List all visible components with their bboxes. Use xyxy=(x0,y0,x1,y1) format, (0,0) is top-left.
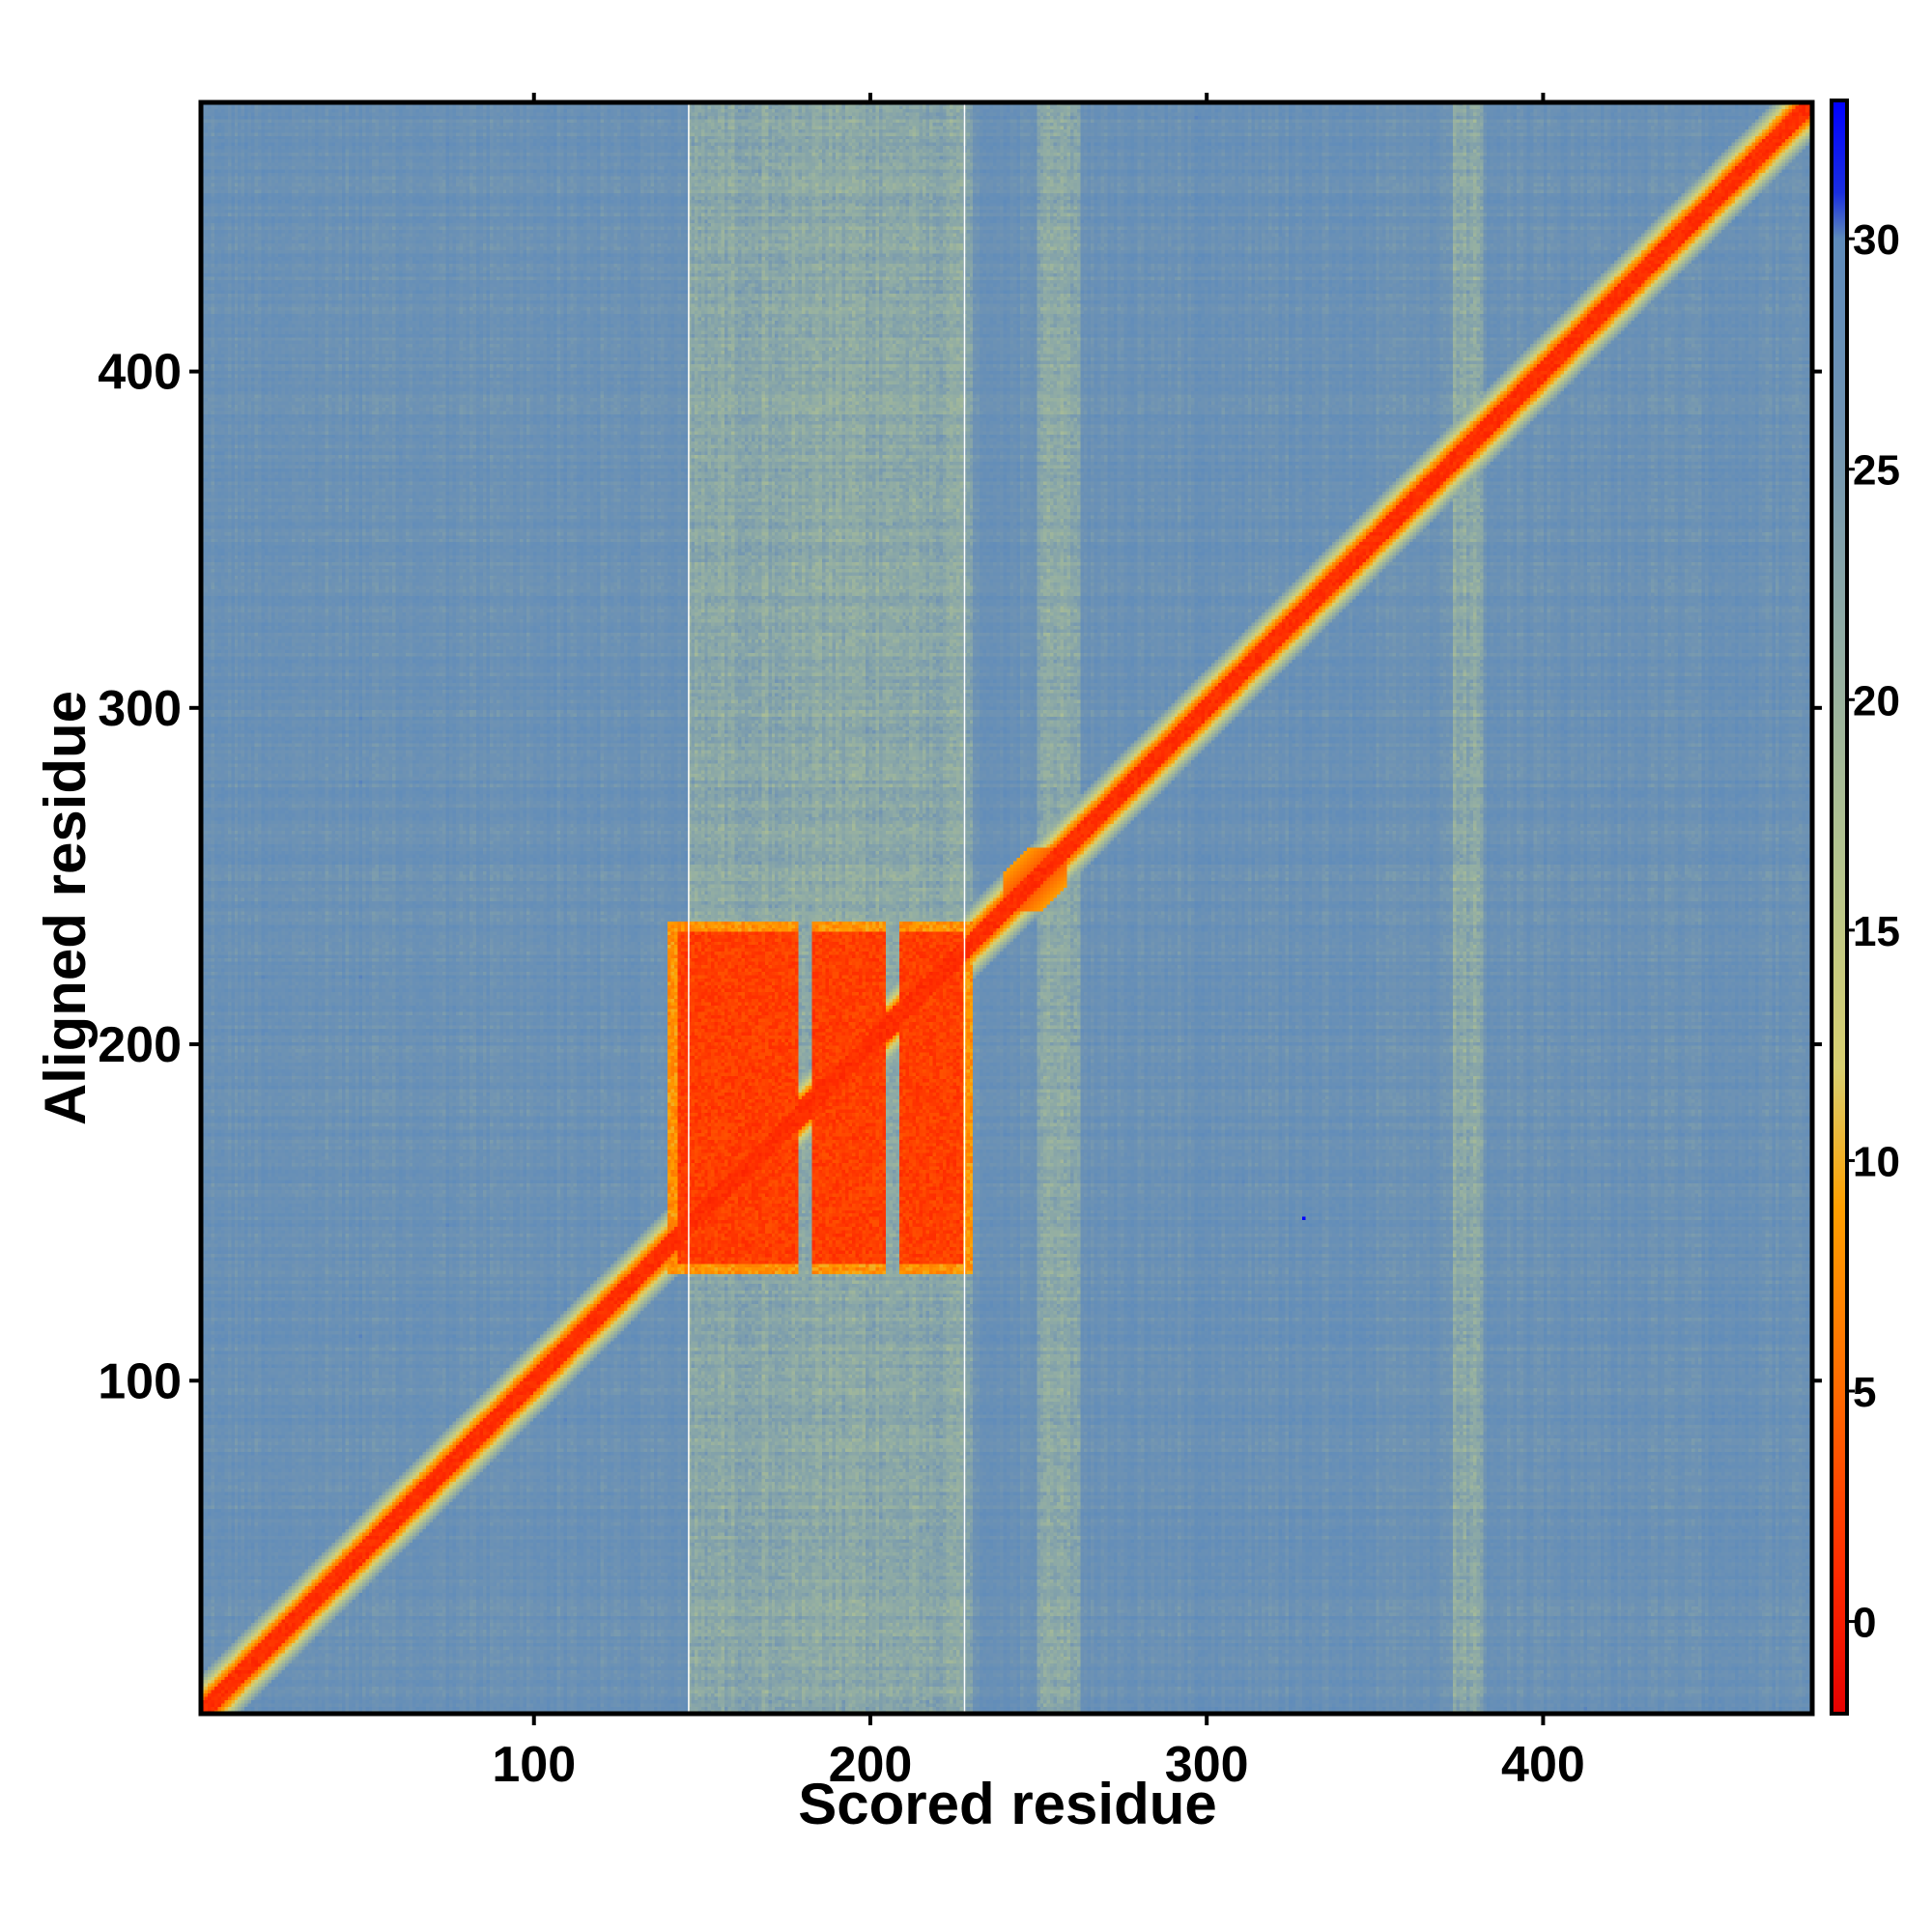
colorbar-tick-label: 30 xyxy=(1853,216,1900,264)
y-tick-label: 200 xyxy=(98,1017,182,1073)
x-tick-label: 400 xyxy=(1501,1737,1585,1793)
y-tick-label: 400 xyxy=(98,345,182,401)
x-tick-label: 300 xyxy=(1165,1737,1249,1793)
y-tick-label: 300 xyxy=(98,681,182,737)
x-tick-label: 200 xyxy=(829,1737,913,1793)
heatmap-cells xyxy=(201,102,1812,1714)
axes: 100 200 300 400 100 200 300 400 xyxy=(98,93,1822,1793)
heatmap-plot-area xyxy=(201,102,1812,1714)
colorbar-tick-label: 15 xyxy=(1853,908,1900,955)
y-axis-title: Aligned residue xyxy=(33,691,98,1125)
x-axis-title: Scored residue xyxy=(798,1772,1217,1836)
colorbar: 0 5 10 15 20 25 30 xyxy=(1830,99,1900,1716)
colorbar-tick-label: 20 xyxy=(1853,677,1900,724)
colorbar-tick-label: 10 xyxy=(1853,1138,1900,1185)
colorbar-bar xyxy=(1830,99,1849,1716)
x-tick-label: 100 xyxy=(492,1737,576,1793)
plot-frame xyxy=(198,99,1815,1717)
y-tick-label: 100 xyxy=(98,1353,182,1409)
colorbar-tick-label: 5 xyxy=(1853,1369,1876,1416)
colorbar-tick-label: 25 xyxy=(1853,447,1900,495)
colorbar-tick-label: 0 xyxy=(1853,1600,1876,1647)
